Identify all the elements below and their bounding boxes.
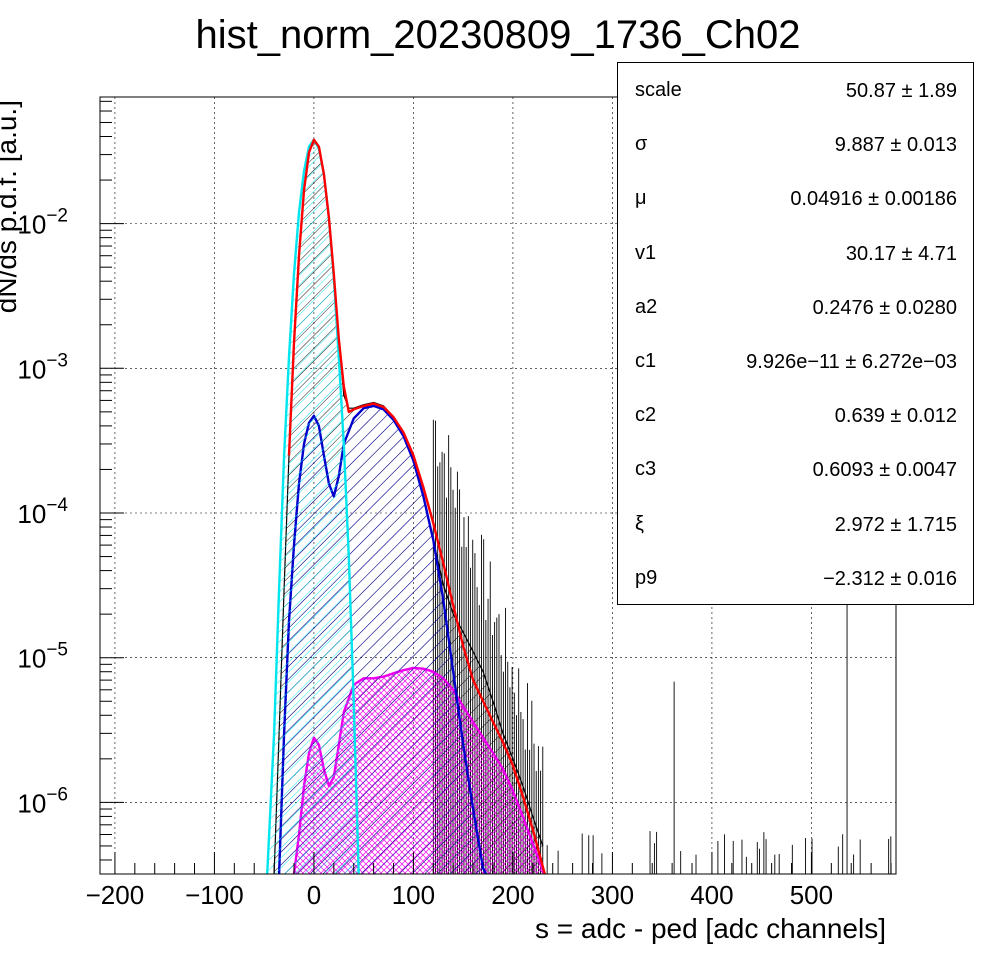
plus-minus-sign: ± bbox=[884, 134, 907, 157]
data-series bbox=[266, 138, 892, 874]
y-tick-base: 10 bbox=[17, 499, 46, 529]
stats-param-name: σ bbox=[635, 133, 648, 156]
x-tick-label: 200 bbox=[491, 880, 534, 910]
stats-value: 0.6093 bbox=[812, 459, 874, 482]
stats-row: c1 9.926e−11 ± 6.272e−03 bbox=[618, 334, 973, 388]
total-fit-line bbox=[287, 138, 546, 874]
stats-error: 0.013 bbox=[906, 134, 957, 157]
stats-error: 1.89 bbox=[918, 80, 957, 102]
stats-error: 6.272e−03 bbox=[861, 351, 957, 373]
stats-error: 0.0280 bbox=[895, 296, 957, 319]
stats-row: v1 30.17 ± 4.71 bbox=[618, 226, 973, 280]
stats-row: a2 0.2476 ± 0.0280 bbox=[618, 280, 973, 334]
y-tick-base: 10 bbox=[17, 644, 46, 674]
stats-row: c2 0.639 ± 0.012 bbox=[618, 388, 973, 442]
stats-row: scale 50.87 ± 1.89 bbox=[618, 63, 973, 117]
plus-minus-sign: ± bbox=[884, 567, 907, 590]
y-tick-exponent: −5 bbox=[46, 640, 68, 661]
stats-value: 0.639 bbox=[834, 405, 885, 428]
stats-value: 0.04916 bbox=[790, 188, 863, 211]
y-tick-label: 10−3 bbox=[17, 350, 68, 384]
x-tick-label: 0 bbox=[307, 880, 321, 910]
stats-param-value: 9.926e−11 ± 6.272e−03 bbox=[746, 351, 957, 374]
y-tick-base: 10 bbox=[17, 354, 46, 384]
plus-minus-sign: ± bbox=[862, 188, 885, 211]
pedestal-fill bbox=[267, 139, 359, 874]
plus-minus-sign: ± bbox=[873, 459, 896, 482]
stats-param-value: 2.972 ± 1.715 bbox=[835, 514, 957, 537]
y-tick-base: 10 bbox=[17, 788, 46, 818]
stats-param-name: a2 bbox=[635, 295, 658, 318]
stats-row: p9 −2.312 ± 0.016 bbox=[618, 551, 973, 605]
y-tick-label: 10−2 bbox=[17, 206, 68, 240]
y-axis: 10−210−310−410−510−6 bbox=[17, 100, 124, 861]
stats-param-name: ξ bbox=[635, 512, 644, 535]
stats-param-value: 9.887 ± 0.013 bbox=[835, 134, 957, 157]
y-tick-label: 10−6 bbox=[17, 784, 68, 818]
plus-minus-sign: ± bbox=[873, 296, 896, 319]
stats-error: 0.012 bbox=[906, 405, 957, 428]
stats-error: 0.016 bbox=[906, 567, 957, 590]
y-tick-exponent: −3 bbox=[46, 350, 68, 371]
y-tick-exponent: −4 bbox=[46, 495, 68, 516]
stats-error: 0.0047 bbox=[895, 459, 957, 482]
stats-param-name: c1 bbox=[635, 350, 657, 372]
stats-param-name: μ bbox=[635, 187, 647, 210]
x-tick-label: 300 bbox=[591, 880, 634, 910]
x-axis: −200 −100 0 100 200 300 400 500 bbox=[86, 852, 892, 910]
stats-value: 2.972 bbox=[834, 513, 885, 536]
stats-row: ξ 2.972 ± 1.715 bbox=[618, 497, 973, 551]
y-tick-label: 10−4 bbox=[17, 495, 68, 529]
plus-minus-sign: ± bbox=[884, 405, 907, 428]
stats-param-value: 0.2476 ± 0.0280 bbox=[813, 297, 957, 320]
stats-value: 30.17 bbox=[845, 242, 896, 265]
x-axis-label: s = adc - ped [adc channels] bbox=[535, 913, 886, 944]
stats-param-name: p9 bbox=[635, 566, 658, 589]
stats-row: μ 0.04916 ± 0.00186 bbox=[618, 171, 973, 225]
stats-param-value: 0.04916 ± 0.00186 bbox=[790, 188, 957, 211]
stats-value: 0.2476 bbox=[812, 296, 874, 319]
y-tick-label: 10−5 bbox=[17, 640, 68, 674]
stats-row: σ 9.887 ± 0.013 bbox=[618, 117, 973, 171]
y-tick-base: 10 bbox=[17, 210, 46, 240]
stats-param-value: 50.87 ± 1.89 bbox=[846, 80, 957, 103]
stats-param-value: 30.17 ± 4.71 bbox=[846, 243, 957, 266]
y-tick-exponent: −2 bbox=[46, 206, 68, 227]
stats-param-name: scale bbox=[635, 79, 682, 101]
stats-value: 9.926e−11 bbox=[746, 351, 840, 373]
plus-minus-sign: ± bbox=[839, 351, 862, 373]
stats-row: c3 0.6093 ± 0.0047 bbox=[618, 442, 973, 496]
stats-error: 4.71 bbox=[918, 242, 957, 265]
stats-param-value: −2.312 ± 0.016 bbox=[823, 568, 957, 591]
x-tick-label: 500 bbox=[790, 880, 833, 910]
plus-minus-sign: ± bbox=[884, 513, 907, 536]
x-tick-label: 100 bbox=[392, 880, 435, 910]
stats-param-name: c2 bbox=[635, 404, 657, 427]
stats-param-value: 0.639 ± 0.012 bbox=[835, 405, 957, 428]
plus-minus-sign: ± bbox=[895, 80, 919, 102]
chart-title: hist_norm_20230809_1736_Ch02 bbox=[196, 13, 801, 57]
x-tick-label: −200 bbox=[86, 880, 145, 910]
plus-minus-sign: ± bbox=[895, 242, 919, 265]
stats-value: 9.887 bbox=[834, 134, 885, 157]
stats-param-name: v1 bbox=[635, 241, 657, 264]
stats-value: 50.87 bbox=[845, 80, 896, 102]
stats-error: 1.715 bbox=[906, 513, 957, 536]
stats-param-value: 0.6093 ± 0.0047 bbox=[813, 459, 957, 482]
fit-stats-box: scale 50.87 ± 1.89 σ 9.887 ± 0.013 μ 0.04916 … bbox=[617, 62, 974, 605]
stats-param-name: c3 bbox=[635, 458, 657, 481]
x-tick-label: −100 bbox=[185, 880, 244, 910]
stats-error: 0.00186 bbox=[884, 188, 957, 211]
x-tick-label: 400 bbox=[690, 880, 733, 910]
y-axis-label: dN/ds p.d.f. [a.u.] bbox=[0, 100, 22, 313]
stats-value: −2.312 bbox=[823, 567, 885, 590]
y-tick-exponent: −6 bbox=[46, 784, 68, 805]
